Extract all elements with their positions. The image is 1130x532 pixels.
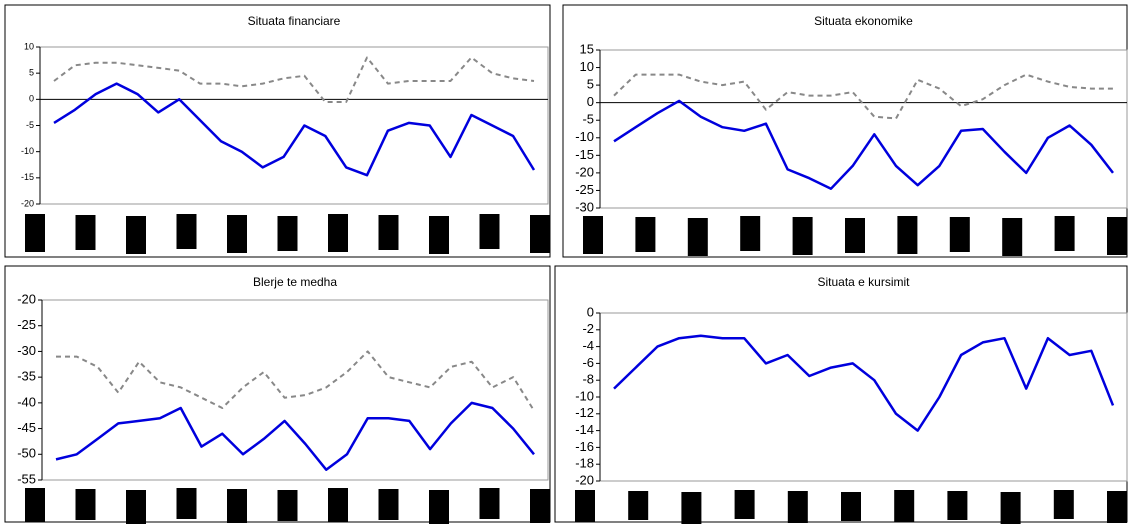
redacted-label (628, 491, 649, 520)
plot-frame (41, 299, 549, 481)
series-line (55, 401, 535, 471)
y-tick-label: -5 (26, 120, 34, 130)
chart-title: Situata ekonomike (814, 14, 913, 28)
series-line (613, 99, 1114, 190)
redacted-label (378, 215, 399, 250)
y-tick-label: -20 (575, 164, 594, 179)
y-tick-label: -45 (17, 420, 36, 435)
redacted-label (25, 488, 45, 522)
panel-frame (4, 265, 551, 523)
redacted-label (328, 488, 348, 522)
plot-frame (39, 46, 549, 205)
y-tick-label: 0 (587, 304, 594, 319)
redacted-label (227, 215, 247, 253)
y-tick-label: -2 (582, 321, 594, 336)
redacted-label (277, 216, 298, 251)
redacted-label (328, 214, 348, 252)
series-line (613, 73, 1113, 120)
y-tick-label: -10 (21, 146, 34, 156)
y-tick-label: -12 (575, 405, 594, 420)
redacted-label (1107, 491, 1127, 523)
redacted-label (227, 489, 247, 523)
y-tick-label: -35 (17, 369, 36, 384)
redacted-label (378, 489, 399, 520)
redacted-label (530, 215, 550, 253)
redacted-label (25, 214, 45, 252)
y-tick-label: 10 (24, 41, 34, 51)
redacted-label (176, 488, 197, 519)
redacted-label (787, 491, 808, 523)
y-tick-label: -10 (575, 129, 594, 144)
y-tick-label: -20 (575, 472, 594, 487)
redacted-label (429, 216, 449, 254)
y-tick-label: -50 (17, 446, 36, 461)
y-tick-label: -40 (17, 394, 36, 409)
redacted-label (126, 216, 146, 254)
y-tick-label: -6 (582, 355, 594, 370)
y-tick-label: -30 (17, 343, 36, 358)
y-tick-label: 5 (587, 77, 594, 92)
redacted-label (583, 216, 603, 254)
redacted-label (1054, 216, 1075, 251)
y-tick-label: -15 (575, 147, 594, 162)
redacted-label (277, 490, 298, 521)
series-line (53, 82, 536, 177)
redacted-label (75, 489, 96, 520)
redacted-label (740, 216, 761, 251)
redacted-label (897, 216, 918, 254)
panel-frame (554, 265, 1128, 523)
y-tick-label: -5 (582, 112, 594, 127)
redacted-label (479, 488, 500, 519)
chart-title: Situata financiare (248, 14, 341, 28)
redacted-label (947, 491, 968, 520)
y-tick-label: -30 (575, 199, 594, 214)
y-tick-label: 10 (580, 59, 594, 74)
redacted-label (429, 490, 449, 524)
redacted-label (845, 218, 865, 253)
redacted-label (635, 217, 656, 252)
y-tick-label: -14 (575, 422, 594, 437)
redacted-label (949, 217, 970, 252)
y-tick-label: -25 (575, 182, 594, 197)
redacted-label (1107, 217, 1127, 255)
redacted-label (734, 490, 755, 519)
y-tick-label: -20 (21, 198, 34, 208)
series-line (53, 56, 535, 103)
redacted-label (681, 492, 702, 524)
y-tick-label: -25 (17, 317, 36, 332)
y-tick-label: 0 (29, 94, 34, 104)
series-line (613, 334, 1115, 432)
redacted-label (687, 218, 708, 256)
redacted-label (1002, 218, 1023, 256)
series-line (56, 350, 535, 412)
redacted-label (530, 489, 550, 523)
redacted-label (1000, 492, 1021, 524)
redacted-label (841, 492, 861, 521)
y-tick-label: -55 (17, 471, 36, 486)
y-tick-label: -15 (21, 172, 34, 182)
chart-title: Situata e kursimit (817, 275, 910, 289)
redacted-label (575, 490, 595, 522)
chart-title: Blerje te medha (253, 275, 337, 289)
y-tick-label: 15 (580, 41, 594, 56)
y-tick-label: -20 (17, 291, 36, 306)
redacted-label (894, 490, 915, 522)
y-tick-label: -10 (575, 388, 594, 403)
y-tick-label: -18 (575, 456, 594, 471)
redacted-label (479, 214, 500, 249)
redacted-label (75, 215, 96, 250)
y-tick-label: 0 (587, 94, 594, 109)
redacted-label (126, 490, 146, 524)
redacted-label (176, 214, 197, 249)
y-tick-label: -4 (582, 338, 594, 353)
y-tick-label: 5 (29, 68, 34, 78)
redacted-label (1053, 490, 1074, 519)
y-tick-label: -8 (582, 372, 594, 387)
y-tick-label: -16 (575, 439, 594, 454)
panel-frame (4, 4, 551, 258)
redacted-label (792, 217, 813, 255)
